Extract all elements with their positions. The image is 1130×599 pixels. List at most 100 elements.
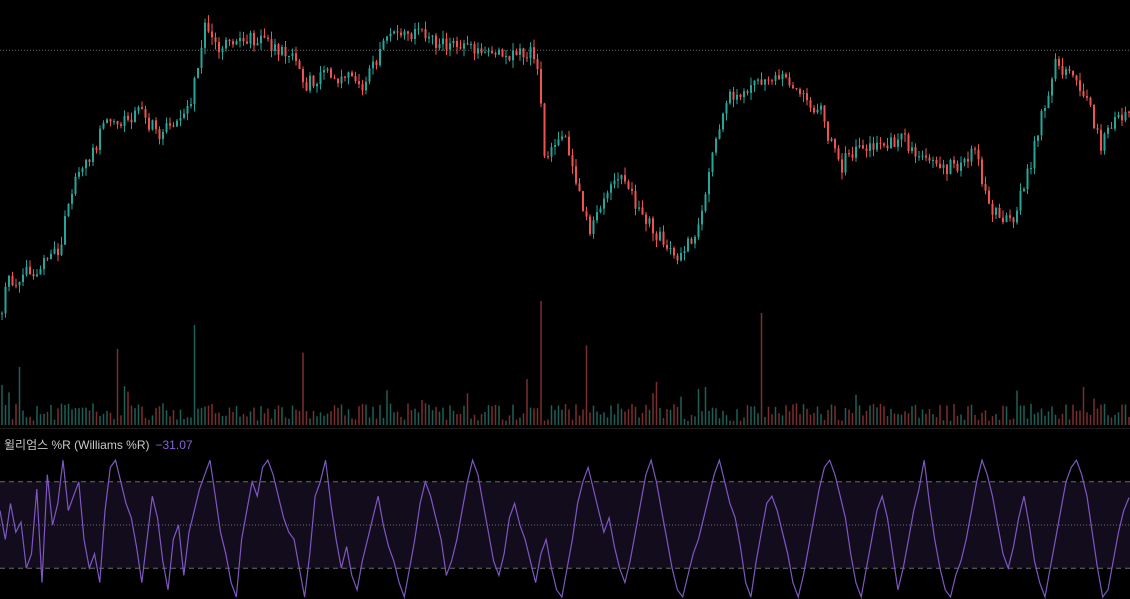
candle-body: [715, 138, 717, 153]
candle-body: [613, 180, 616, 185]
volume-bar: [134, 408, 136, 425]
candle-body: [606, 192, 609, 199]
candle-body: [1121, 114, 1123, 121]
volume-bar: [855, 394, 857, 425]
candle-body: [767, 79, 770, 81]
volume-bar: [1121, 404, 1123, 425]
candle-body: [309, 75, 311, 91]
volume-bar: [946, 405, 948, 425]
candle-body: [1037, 135, 1039, 141]
volume-bar: [750, 406, 752, 425]
volume-bar: [624, 411, 626, 425]
candle-body: [319, 72, 322, 85]
candle-body: [442, 38, 444, 45]
volume-bar: [1107, 415, 1109, 425]
volume-bar: [130, 405, 133, 425]
volume-bar: [18, 367, 21, 425]
indicator-legend[interactable]: 윌리엄스 %R (Williams %R) −31.07: [4, 436, 193, 453]
volume-bar: [277, 405, 280, 425]
candle-body: [844, 153, 847, 173]
candle-body: [1100, 129, 1102, 151]
candle-body: [155, 120, 157, 130]
candle-body: [1044, 108, 1046, 112]
candle-body: [36, 274, 38, 277]
candle-body: [270, 39, 273, 51]
candle-body: [554, 145, 556, 148]
candle-body: [886, 145, 889, 149]
candle-body: [862, 145, 864, 149]
volume-bar: [732, 420, 735, 425]
candle-body: [1068, 69, 1071, 71]
candle-body: [29, 266, 31, 275]
candle-body: [690, 238, 693, 244]
volume-bar: [4, 404, 7, 425]
candle-body: [617, 179, 619, 181]
candle-body: [704, 194, 707, 211]
candle-body: [830, 138, 833, 141]
volume-bar: [22, 410, 24, 425]
volume-bar: [680, 396, 682, 425]
volume-bar: [29, 416, 31, 425]
volume-bar: [11, 419, 14, 425]
volume-bar: [841, 420, 843, 425]
volume-bar: [456, 414, 458, 425]
price-chart[interactable]: [0, 0, 1130, 428]
candle-body: [697, 224, 700, 238]
candle-body: [11, 275, 14, 286]
volume-bar: [221, 415, 224, 425]
volume-bar: [627, 409, 630, 425]
candle-body: [732, 91, 735, 100]
candle-body: [753, 80, 756, 86]
volume-bar: [585, 345, 588, 425]
candle-body: [876, 142, 878, 150]
candle-body: [673, 247, 675, 256]
candle-body: [634, 190, 637, 209]
candle-body: [928, 157, 931, 161]
volume-bar: [816, 406, 819, 425]
volume-bar: [505, 420, 507, 425]
candle-body: [984, 184, 987, 191]
volume-bar: [67, 403, 70, 425]
volume-bar: [781, 415, 784, 425]
candle-body: [382, 40, 385, 50]
volume-bar: [1058, 418, 1060, 425]
williams-r-pane[interactable]: [0, 429, 1130, 599]
candle-body: [393, 31, 395, 34]
candle-body: [340, 76, 343, 84]
candle-body: [92, 147, 94, 163]
candle-body: [368, 68, 371, 82]
pane-divider[interactable]: [0, 428, 1130, 429]
candle-body: [176, 120, 178, 127]
candle-body: [379, 49, 381, 66]
volume-bar: [659, 408, 661, 425]
volume-bar: [36, 406, 38, 425]
volume-bar: [1124, 404, 1127, 425]
volume-bar: [834, 405, 836, 425]
candle-body: [85, 159, 87, 169]
volume-bar: [1093, 398, 1095, 425]
candle-body: [676, 255, 679, 261]
candle-body: [193, 77, 196, 105]
volume-bar: [743, 417, 745, 425]
volume-bar: [274, 409, 276, 425]
volume-bar: [435, 406, 437, 425]
candle-body: [137, 107, 140, 111]
candle-body: [998, 207, 1001, 218]
volume-bar: [974, 414, 976, 425]
candle-body: [116, 121, 119, 125]
volume-bar: [354, 419, 357, 425]
candle-body: [351, 72, 353, 77]
volume-bar: [1, 384, 3, 425]
volume-bar: [57, 408, 59, 425]
candle-body: [760, 79, 763, 85]
candle-body: [466, 43, 469, 45]
candle-body: [333, 77, 336, 79]
candle-body: [711, 152, 714, 173]
volume-bar: [865, 410, 868, 425]
volume-bar: [522, 413, 525, 425]
volume-bar: [638, 417, 640, 425]
volume-bar: [1037, 412, 1039, 425]
candle-body: [585, 211, 588, 217]
candle-body: [540, 69, 542, 104]
candle-body: [718, 129, 721, 139]
